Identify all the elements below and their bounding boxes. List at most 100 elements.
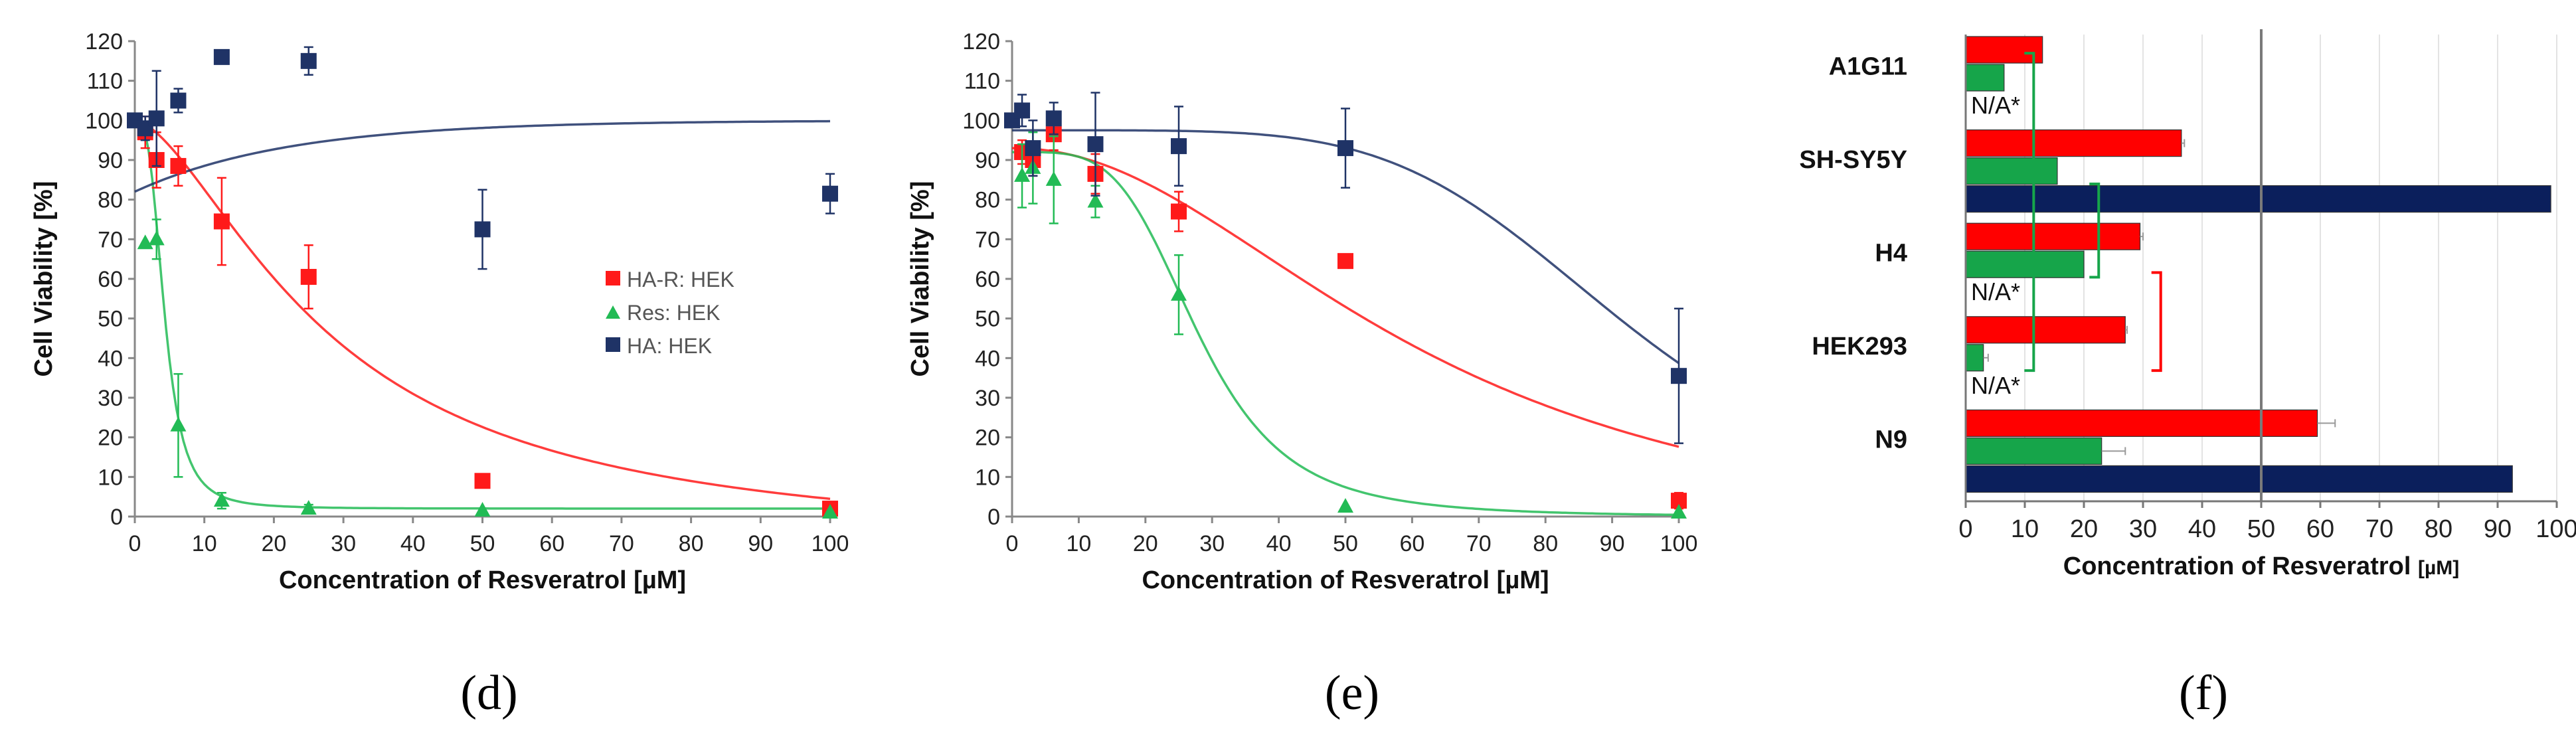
d-point-triangle xyxy=(137,234,153,250)
f-bar xyxy=(1965,157,2058,185)
f-bar xyxy=(1965,465,2513,493)
f-significance-bracket xyxy=(2151,271,2162,372)
e-point-square xyxy=(1671,368,1687,384)
d-y-tick-label: 90 xyxy=(98,148,123,173)
f-x-tick-label: 50 xyxy=(2247,515,2275,543)
d-y-tick-label: 0 xyxy=(110,505,123,530)
e-fit-curve-1 xyxy=(1012,151,1679,517)
f-x-tick-label: 40 xyxy=(2188,515,2216,543)
d-point-square xyxy=(300,269,317,285)
e-x-tick-label: 0 xyxy=(1006,531,1019,556)
e-y-tick-label: 40 xyxy=(975,346,1000,371)
d-legend-marker xyxy=(606,305,620,319)
d-y-tick-label: 20 xyxy=(98,426,123,451)
d-fit-curve-1 xyxy=(134,119,830,510)
d-point-square xyxy=(170,157,187,174)
d-y-tick-label: 120 xyxy=(85,29,123,54)
d-point-square xyxy=(822,185,838,202)
f-x-tick-label: 80 xyxy=(2425,515,2452,543)
e-point-square xyxy=(1171,138,1187,155)
f-x-tick-label: 0 xyxy=(1958,515,1972,543)
e-y-tick-label: 90 xyxy=(975,148,1000,173)
d-legend-label: Res: HEK xyxy=(627,301,720,325)
d-x-tick-label: 90 xyxy=(748,531,773,556)
e-point-triangle xyxy=(1014,167,1031,182)
e-y-tick-label: 120 xyxy=(962,29,1000,54)
d-point-square xyxy=(148,110,165,127)
e-y-tick-label: 100 xyxy=(962,108,1000,133)
d-legend-label: HA: HEK xyxy=(627,334,712,358)
d-x-tick-label: 80 xyxy=(679,531,704,556)
d-x-tick-label: 50 xyxy=(470,531,495,556)
e-y-tick-label: 60 xyxy=(975,267,1000,292)
panel-f-chart: N/A* A1G11 SH-SY5Y N/A* H4 N/A* HEK293 N9 0 10 20 3… xyxy=(1799,29,2576,720)
d-point-square xyxy=(474,221,491,238)
e-y-tick-label: 50 xyxy=(975,307,1000,332)
e-fit-curve-0 xyxy=(1012,147,1679,448)
e-x-tick-label: 100 xyxy=(1660,531,1698,556)
f-x-tick-label: 70 xyxy=(2365,515,2393,543)
d-legend-label: HA-R: HEK xyxy=(627,268,734,291)
d-x-tick-label: 100 xyxy=(812,531,849,556)
e-point-square xyxy=(1337,253,1353,270)
d-y-tick-label: 10 xyxy=(98,465,123,490)
f-x-tick-label: 10 xyxy=(2011,515,2039,543)
d-point-triangle xyxy=(474,502,491,517)
d-y-axis-title: Cell Viability [%] xyxy=(30,181,58,377)
e-y-tick-label: 20 xyxy=(975,426,1000,451)
d-point-triangle xyxy=(300,500,317,515)
panel-e-chart: 0 10 20 30 40 50 60 70 80 90 100 0 10 20 30 40 50 60 70 80 9… xyxy=(906,29,1697,720)
f-x-tick-label: 30 xyxy=(2129,515,2157,543)
d-point-triangle xyxy=(213,492,230,507)
f-bar xyxy=(1965,316,2126,344)
f-bar xyxy=(1965,222,2141,250)
d-x-tick-label: 20 xyxy=(261,531,286,556)
d-point-square xyxy=(213,213,230,230)
e-panel-label: (e) xyxy=(1325,666,1379,720)
f-missing-label: N/A* xyxy=(1971,278,2020,305)
e-x-tick-label: 20 xyxy=(1133,531,1158,556)
e-point-square xyxy=(1337,140,1353,157)
e-point-square xyxy=(1014,102,1031,119)
d-fit-curve-2 xyxy=(134,120,831,193)
d-x-tick-label: 30 xyxy=(331,531,356,556)
d-x-tick-label: 0 xyxy=(129,531,141,556)
e-x-tick-label: 30 xyxy=(1199,531,1225,556)
d-y-tick-label: 60 xyxy=(98,267,123,292)
e-point-triangle xyxy=(1671,504,1687,519)
f-significance-bracket xyxy=(2089,182,2101,279)
f-category-label: SH-SY5Y xyxy=(1799,146,1907,174)
f-missing-label: N/A* xyxy=(1971,92,2020,119)
d-y-tick-label: 80 xyxy=(98,188,123,213)
d-y-tick-label: 30 xyxy=(98,386,123,411)
d-y-tick-label: 100 xyxy=(85,108,123,133)
f-x-axis-title-unit: [µM] xyxy=(2418,557,2459,579)
f-x-tick-label: 100 xyxy=(2535,515,2576,543)
e-point-square xyxy=(1045,110,1062,127)
d-legend-marker xyxy=(606,271,620,285)
d-y-tick-label: 110 xyxy=(87,69,123,94)
d-x-axis-title: Concentration of Resveratrol [µM] xyxy=(279,566,686,594)
d-point-square xyxy=(474,473,491,489)
e-y-tick-label: 80 xyxy=(975,188,1000,213)
d-point-triangle xyxy=(822,504,838,519)
d-x-tick-label: 10 xyxy=(192,531,217,556)
e-x-tick-label: 10 xyxy=(1066,531,1091,556)
d-panel-label: (d) xyxy=(460,666,517,720)
f-bar xyxy=(1965,185,2551,213)
e-point-square xyxy=(1087,136,1104,153)
f-bar xyxy=(1965,64,2005,92)
e-x-tick-label: 70 xyxy=(1466,531,1492,556)
d-x-tick-label: 70 xyxy=(609,531,634,556)
d-point-triangle xyxy=(170,416,187,432)
d-legend-marker xyxy=(606,337,620,352)
e-x-tick-label: 40 xyxy=(1266,531,1292,556)
d-point-square xyxy=(300,52,317,69)
f-missing-label: N/A* xyxy=(1971,372,2020,399)
d-point-square xyxy=(213,48,230,65)
f-bar xyxy=(1965,129,2182,157)
d-point-square xyxy=(170,92,187,109)
e-point-triangle xyxy=(1045,171,1062,186)
f-category-label: A1G11 xyxy=(1829,52,1907,80)
